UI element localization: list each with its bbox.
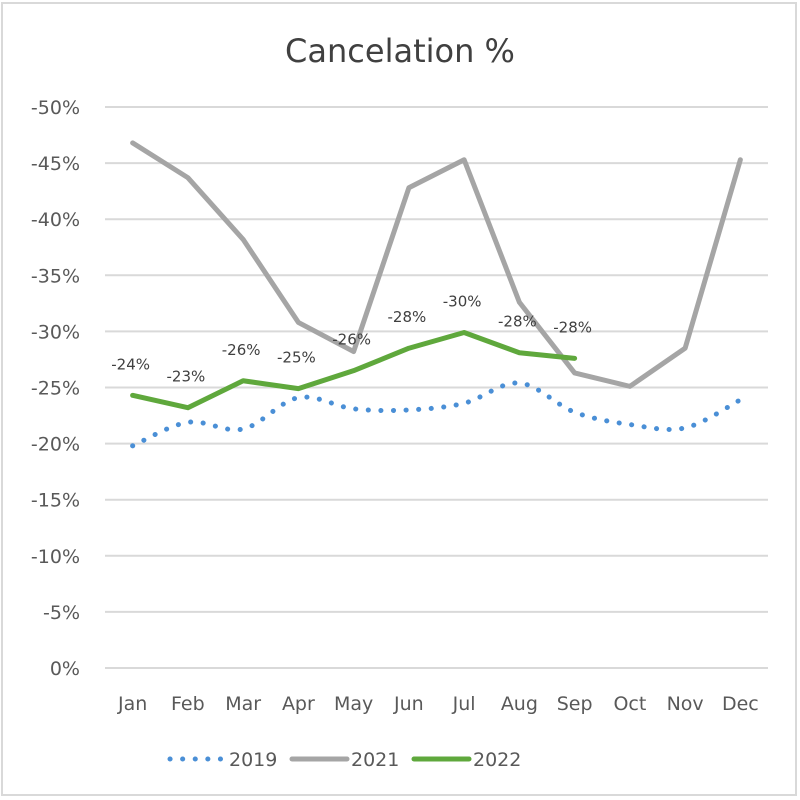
- y-tick-label: -45%: [31, 153, 80, 175]
- data-label-2022: -23%: [166, 368, 205, 386]
- x-tick-label: Jul: [452, 693, 476, 715]
- x-tick-label: Apr: [282, 693, 315, 715]
- x-tick-label: Jan: [117, 693, 147, 715]
- x-tick-label: Sep: [557, 693, 593, 715]
- x-tick-label: Nov: [667, 693, 704, 715]
- x-tick-label: May: [334, 693, 373, 715]
- y-tick-label: -40%: [31, 209, 80, 231]
- data-label-2022: -30%: [443, 293, 482, 311]
- x-tick-label: Oct: [613, 693, 646, 715]
- x-tick-label: Aug: [501, 693, 538, 715]
- y-tick-label: -15%: [31, 490, 80, 512]
- x-tick-label: Dec: [722, 693, 759, 715]
- y-axis-ticks: 0% -5% -10% -15% -20% -25% -30% -35% -40% -45% -50…: [31, 97, 80, 680]
- x-axis-ticks: Jan Feb Mar Apr May Jun Jul Aug Sep Oct Nov Dec: [117, 693, 759, 715]
- legend-label-2019: 2019: [229, 749, 277, 771]
- series-line-2021: [130, 140, 743, 389]
- y-tick-label: -50%: [31, 97, 80, 119]
- legend-label-2022: 2022: [473, 749, 521, 771]
- chart-title: Cancelation %: [285, 32, 515, 70]
- data-label-2022: -24%: [111, 355, 150, 373]
- y-tick-label: -30%: [31, 321, 80, 343]
- legend: 2019 2021 2022: [167, 749, 521, 771]
- x-tick-label: Feb: [171, 693, 205, 715]
- data-label-2022: -26%: [332, 331, 371, 349]
- y-tick-label: 0%: [50, 658, 80, 680]
- data-labels: -24% -23% -26% -25% -26% -28% -30% -28% -28%: [111, 293, 592, 386]
- y-tick-label: -10%: [31, 546, 80, 568]
- y-tick-label: -35%: [31, 265, 80, 287]
- series-line-2019: [130, 380, 743, 449]
- data-label-2022: -25%: [277, 349, 316, 367]
- y-tick-label: -20%: [31, 434, 80, 456]
- legend-label-2021: 2021: [351, 749, 399, 771]
- x-tick-label: Jun: [393, 693, 424, 715]
- y-tick-label: -25%: [31, 378, 80, 400]
- data-label-2022: -28%: [498, 313, 537, 331]
- x-tick-label: Mar: [225, 693, 261, 715]
- data-label-2022: -26%: [222, 341, 261, 359]
- series-lines: [130, 140, 743, 449]
- gridlines: [105, 106, 768, 669]
- data-label-2022: -28%: [553, 318, 592, 336]
- data-label-2022: -28%: [387, 308, 426, 326]
- y-tick-label: -5%: [43, 602, 80, 624]
